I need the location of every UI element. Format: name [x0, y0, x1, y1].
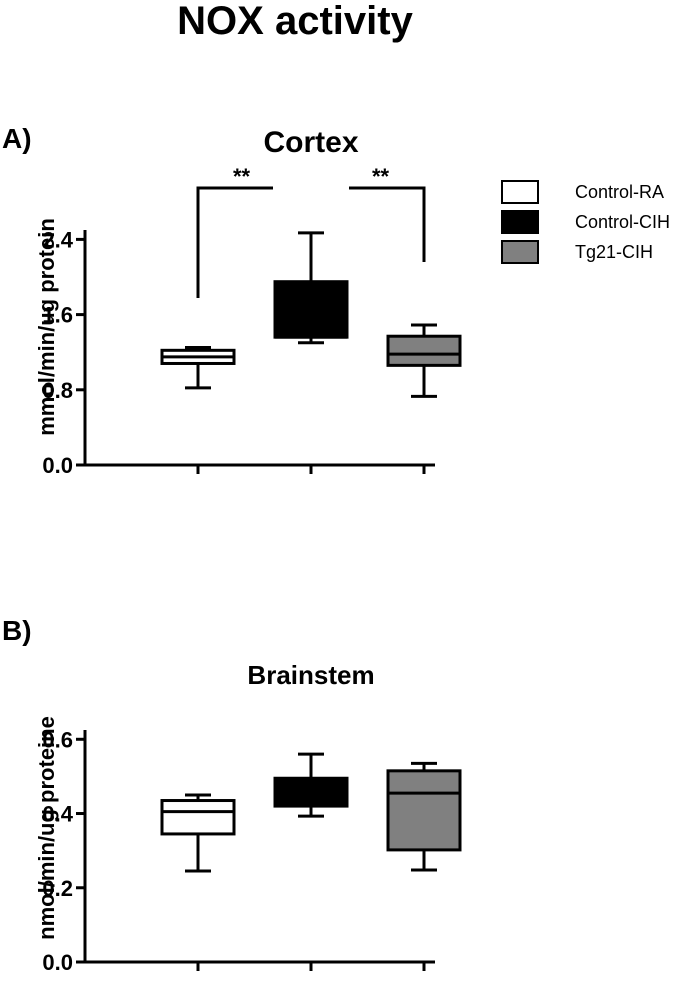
- panel-b-label: B): [2, 615, 32, 646]
- significance-bracket: [196, 186, 273, 298]
- legend-label-control-cih: Control-CIH: [575, 212, 670, 232]
- legend-label-tg21-cih: Tg21-CIH: [575, 242, 653, 262]
- y-tick-label: 0.0: [42, 950, 73, 975]
- box-control-ra: [160, 799, 236, 836]
- y-tick-label: 0.8: [42, 378, 73, 403]
- significance-label: **: [372, 164, 390, 189]
- box-tg21-cih: [386, 334, 462, 367]
- y-tick-label: 1.6: [42, 303, 73, 328]
- panel-b-title: Brainstem: [247, 660, 374, 690]
- panel-b-plot: 0.0 0.2 0.4 0.6: [42, 727, 462, 975]
- figure-title: NOX activity: [177, 0, 413, 43]
- box-tg21-cih: [386, 769, 462, 852]
- panel-b-y-axis-label: nmol/min/ug proteine: [34, 716, 59, 940]
- box-control-cih: [273, 280, 349, 339]
- legend: Control-RA Control-CIH Tg21-CIH: [501, 180, 670, 264]
- y-tick-label: 0.2: [42, 876, 73, 901]
- panel-a-title: Cortex: [263, 126, 358, 159]
- legend-label-control-ra: Control-RA: [575, 182, 664, 202]
- panel-a-y-axis-label: mmol/min/ug protein: [34, 218, 59, 436]
- legend-swatch-tg21-cih: [501, 240, 539, 264]
- significance-bracket: [349, 186, 426, 262]
- significance-label: **: [233, 164, 251, 189]
- y-tick-label: 0.0: [42, 453, 73, 478]
- y-tick-label: 0.6: [42, 727, 73, 752]
- panel-a-plot: 0.0 0.8 1.6 2.4 ** **: [42, 164, 462, 478]
- panel-a-label: A): [2, 123, 32, 154]
- y-tick-label: 0.4: [42, 802, 73, 827]
- legend-swatch-control-ra: [501, 180, 539, 204]
- y-tick-label: 2.4: [42, 227, 73, 252]
- legend-swatch-control-cih: [501, 210, 539, 234]
